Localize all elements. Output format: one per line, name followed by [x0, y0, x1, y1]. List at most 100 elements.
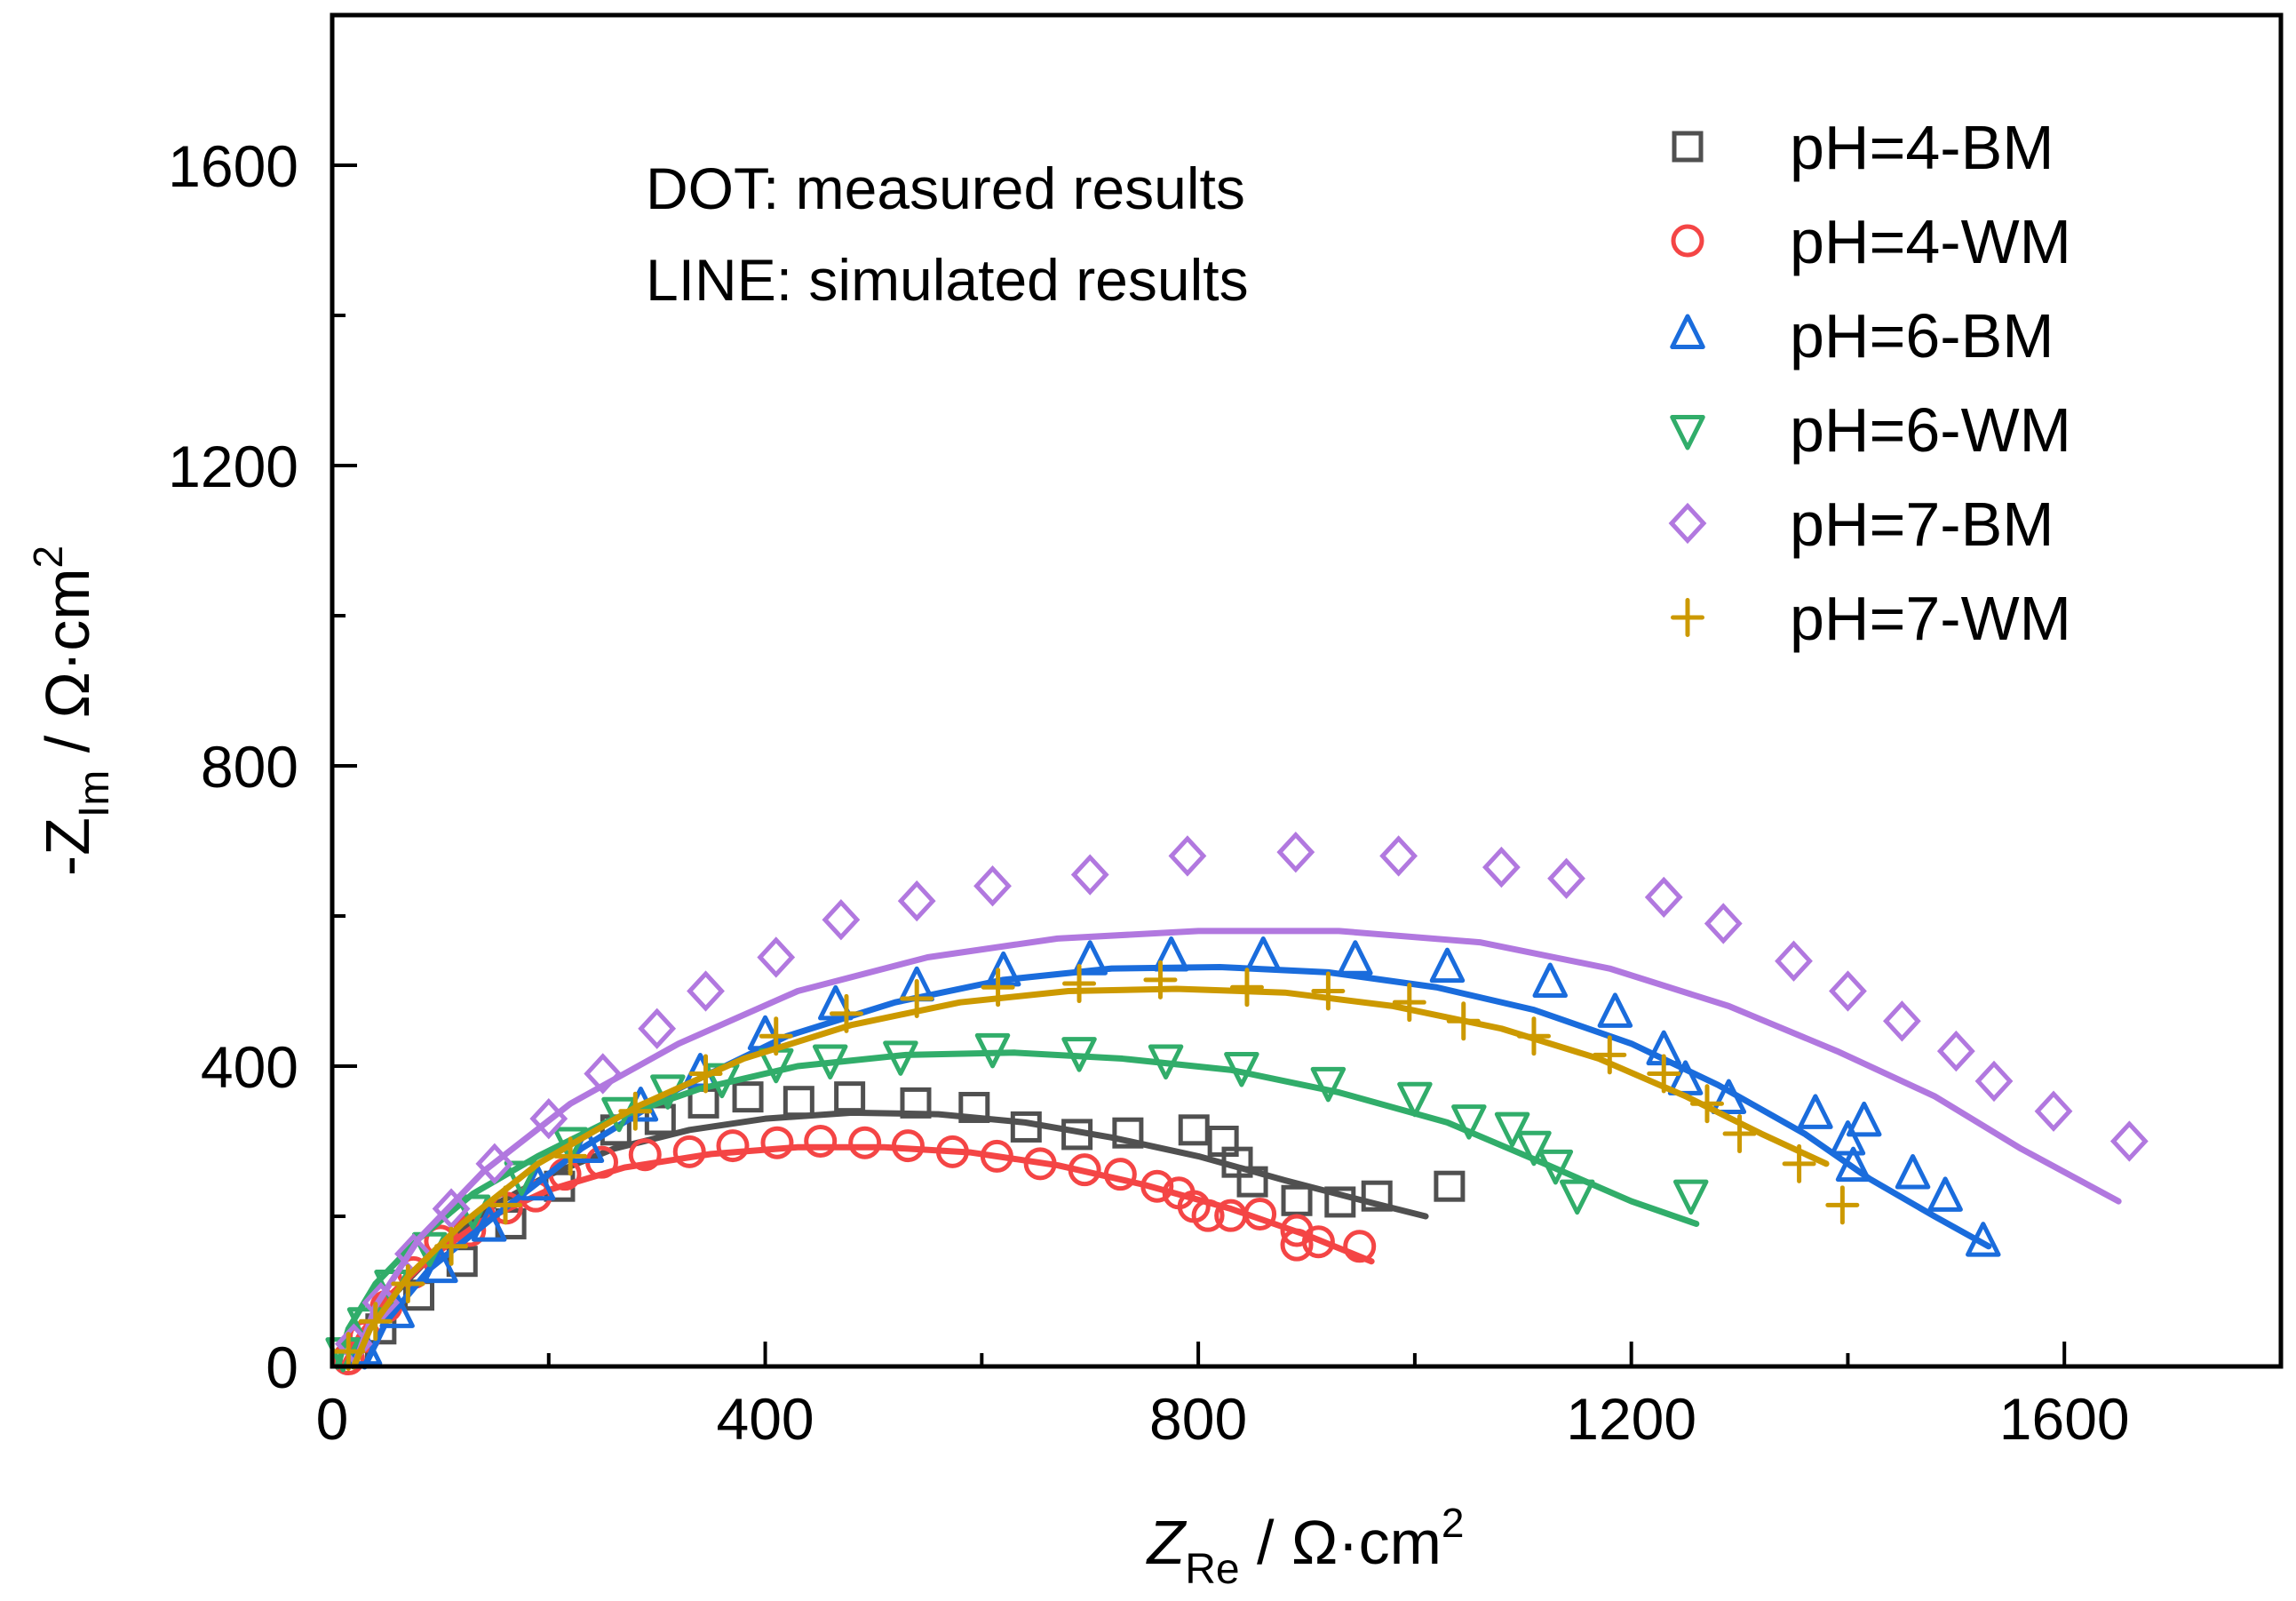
data-point [1711, 1079, 1747, 1115]
legend-marker-circle-icon [1671, 224, 1704, 258]
y-axis-title-sub: Im [71, 770, 118, 817]
data-point [834, 1081, 866, 1113]
data-point [1224, 1052, 1259, 1087]
data-point [981, 968, 1015, 1008]
data-point [1153, 936, 1189, 972]
plot-frame [330, 12, 2284, 1369]
legend: pH=4-BM pH=4-WM pH=6-BM pH=6-WM pH=7-BM pH=7-… [1668, 113, 2071, 653]
y-axis-title-sup: 2 [25, 546, 71, 569]
ticks-layer: 0 400 800 1200 1600 0 400 800 1200 1600 [168, 133, 2129, 1452]
data-point [1361, 1180, 1393, 1212]
data-point [529, 1097, 568, 1140]
legend-marker-diamond-icon [1668, 502, 1707, 545]
data-point [1829, 970, 1867, 1012]
data-point [1434, 1170, 1466, 1202]
annotation-block: DOT: measured results LINE: simulated re… [646, 155, 1249, 313]
data-point [1112, 1117, 1144, 1149]
x-axis-title-unit: / Ω·cm [1240, 1508, 1442, 1577]
data-point [424, 1224, 457, 1258]
data-point [1672, 1179, 1709, 1215]
data-point [1068, 1153, 1101, 1187]
data-point [1559, 1179, 1595, 1215]
data-point [1782, 1143, 1816, 1183]
legend-item: pH=6-WM [1670, 395, 2071, 465]
data-point [1148, 1044, 1184, 1080]
legend-item: pH=6-BM [1670, 301, 2054, 370]
data-point [423, 1247, 458, 1284]
data-point [358, 1302, 393, 1342]
legend-item: pH=4-BM [1672, 113, 2054, 182]
data-point [1846, 1101, 1882, 1137]
data-point [1276, 831, 1315, 873]
data-point [1243, 1197, 1277, 1231]
data-point [1825, 1185, 1860, 1225]
data-point [973, 865, 1012, 907]
annotation-line: LINE: simulated results [646, 247, 1249, 313]
data-point [1647, 1054, 1681, 1094]
x-axis-title: ZRe / Ω·cm2 [1145, 1500, 1464, 1593]
series-ph-7-bm [334, 831, 2149, 1370]
data-point [1023, 1147, 1057, 1181]
data-point [489, 1185, 523, 1225]
data-point [732, 1081, 764, 1113]
data-point [1494, 1111, 1530, 1148]
data-point [1140, 1169, 1174, 1203]
data-point [1191, 1199, 1225, 1232]
data-point [783, 1086, 814, 1118]
data-point [822, 899, 861, 941]
data-point [1245, 936, 1281, 972]
y-tick-label: 1200 [168, 434, 298, 499]
x-tick-label: 1600 [1999, 1386, 2130, 1452]
data-point [1324, 1186, 1356, 1218]
series-ph-6-wm [325, 1032, 1709, 1373]
data-point [1704, 903, 1743, 944]
data-point [935, 1135, 969, 1168]
data-point [1644, 876, 1683, 919]
data-point [1927, 1176, 1963, 1212]
data-point [1882, 1000, 1921, 1042]
data-point [1775, 940, 1813, 982]
data-point [900, 978, 934, 1018]
legend-label: pH=4-WM [1790, 207, 2071, 276]
y-tick-label: 800 [201, 734, 298, 800]
data-point [628, 1138, 662, 1172]
fit-line [361, 963, 1992, 1370]
legend-item: pH=7-BM [1668, 490, 2054, 559]
data-point [812, 1044, 848, 1080]
data-point [1010, 1111, 1042, 1143]
data-point [1236, 1166, 1268, 1198]
data-point [688, 1054, 723, 1094]
data-point [2109, 1120, 2149, 1162]
y-tick-label: 400 [201, 1034, 298, 1100]
x-axis-title-sub: Re [1185, 1546, 1239, 1593]
data-point [1178, 1114, 1210, 1146]
data-point [672, 1135, 706, 1168]
data-point [687, 970, 725, 1012]
data-point [1835, 1146, 1871, 1183]
data-point [618, 1091, 653, 1131]
data-point [985, 951, 1021, 987]
data-point [897, 880, 936, 922]
legend-label: pH=4-BM [1790, 113, 2054, 182]
legend-label: pH=6-WM [1790, 395, 2071, 465]
legend-label: pH=6-BM [1790, 301, 2054, 370]
data-point [1070, 854, 1109, 896]
x-axis-title-sup: 2 [1442, 1500, 1465, 1546]
data-point [552, 1127, 588, 1162]
data-point [434, 1226, 469, 1266]
data-point [475, 1143, 514, 1185]
data-point [900, 1087, 932, 1119]
data-point [1597, 992, 1633, 1028]
data-point [1061, 1037, 1097, 1072]
data-point [829, 993, 863, 1033]
data-point [346, 1330, 383, 1366]
data-point [716, 1129, 750, 1163]
data-point [432, 1188, 471, 1230]
data-point [638, 1008, 677, 1049]
data-point [1397, 1081, 1433, 1118]
data-point [1062, 964, 1097, 1004]
series-layer [325, 831, 2149, 1376]
data-point [553, 1136, 588, 1176]
data-point [1532, 962, 1568, 999]
series-ph-4-bm [338, 1081, 1466, 1370]
